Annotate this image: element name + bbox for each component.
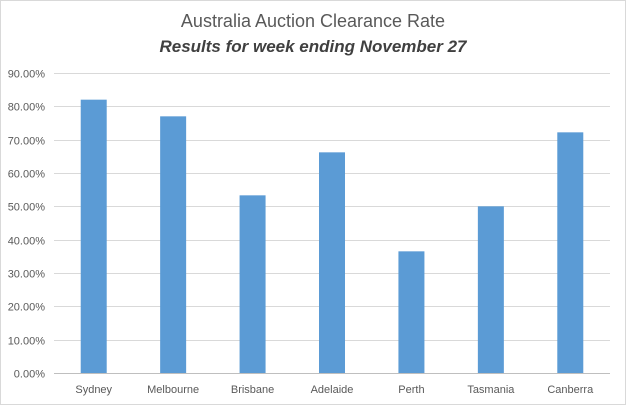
bar-perth — [398, 251, 425, 373]
x-tick-label: Tasmania — [467, 384, 515, 396]
bar-sydney — [80, 99, 107, 374]
y-tick-label: 60.00% — [8, 169, 46, 181]
x-tick-label: Melbourne — [147, 384, 199, 396]
chart-subtitle: Results for week ending November 27 — [159, 37, 467, 56]
bar-adelaide — [319, 152, 345, 373]
x-tick-label: Canberra — [547, 384, 594, 396]
y-tick-label: 10.00% — [8, 336, 46, 348]
chart-title: Australia Auction Clearance Rate — [180, 11, 446, 31]
y-tick-label: 0.00% — [14, 369, 45, 381]
y-tick-label: 20.00% — [8, 302, 46, 314]
y-tick-label: 80.00% — [8, 102, 46, 114]
bar-canberra — [557, 132, 584, 373]
y-tick-label: 90.00% — [8, 69, 46, 81]
x-tick-label: Brisbane — [231, 384, 274, 396]
x-tick-label: Adelaide — [311, 384, 354, 396]
x-tick-label: Sydney — [75, 384, 112, 396]
y-tick-label: 70.00% — [8, 136, 46, 148]
y-tick-label: 30.00% — [8, 269, 46, 281]
bar-brisbane — [239, 195, 266, 373]
y-tick-label: 50.00% — [8, 202, 46, 214]
bar-tasmania — [477, 206, 504, 373]
x-tick-label: Perth — [398, 384, 424, 396]
y-tick-label: 40.00% — [8, 236, 46, 248]
bar-melbourne — [160, 116, 187, 373]
